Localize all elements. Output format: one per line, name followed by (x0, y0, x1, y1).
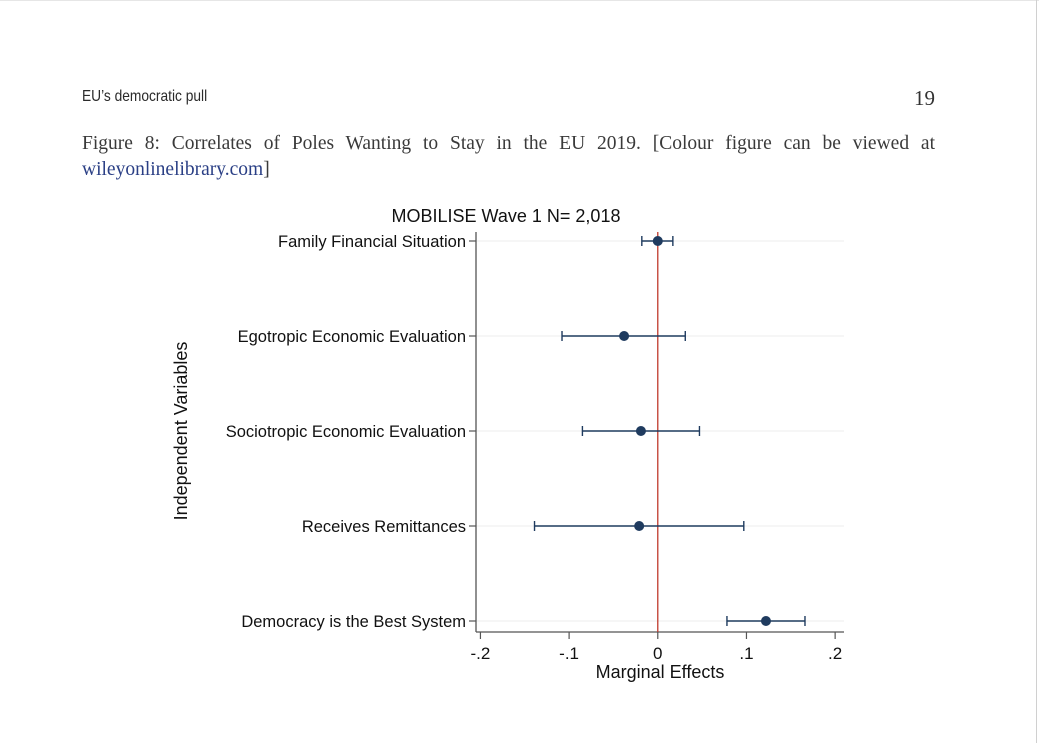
wiley-link[interactable]: wileyonlinelibrary.com (82, 159, 264, 180)
running-title: EU’s democratic pull (82, 88, 208, 105)
figure-caption: Figure 8: Correlates of Poles Wanting to… (82, 131, 935, 183)
x-tick-label: .1 (739, 644, 753, 663)
page-number: 19 (914, 86, 935, 110)
y-tick-label: Democracy is the Best System (241, 613, 466, 631)
point-estimate (635, 426, 646, 436)
plot-layer: -.2 -.1 0 .1 .2 Family Financial Situation Ego… (226, 232, 844, 663)
x-tick-label: 0 (653, 644, 662, 663)
point-estimate (652, 236, 663, 246)
x-tick-label: .2 (828, 644, 842, 663)
y-tick-label: Family Financial Situation (278, 233, 466, 251)
chart-title: MOBILISE Wave 1 N= 2,018 (392, 206, 621, 226)
caption-text: Figure 8: Correlates of Poles Wanting to… (82, 133, 935, 154)
point-estimate (760, 616, 771, 626)
caption-closing: ] (263, 159, 270, 180)
point-estimate (634, 521, 645, 531)
y-tick-label: Egotropic Economic Evaluation (238, 328, 466, 346)
page-top-border (0, 0, 1039, 1)
y-tick-label: Sociotropic Economic Evaluation (226, 423, 466, 441)
y-axis-label: Independent Variables (171, 342, 191, 521)
x-tick-label: -.2 (471, 644, 491, 663)
x-tick-label: -.1 (559, 644, 579, 663)
page-right-border (1036, 0, 1037, 743)
y-tick-label: Receives Remittances (302, 518, 466, 536)
point-estimate (619, 331, 630, 341)
x-axis-label: Marginal Effects (596, 662, 725, 682)
